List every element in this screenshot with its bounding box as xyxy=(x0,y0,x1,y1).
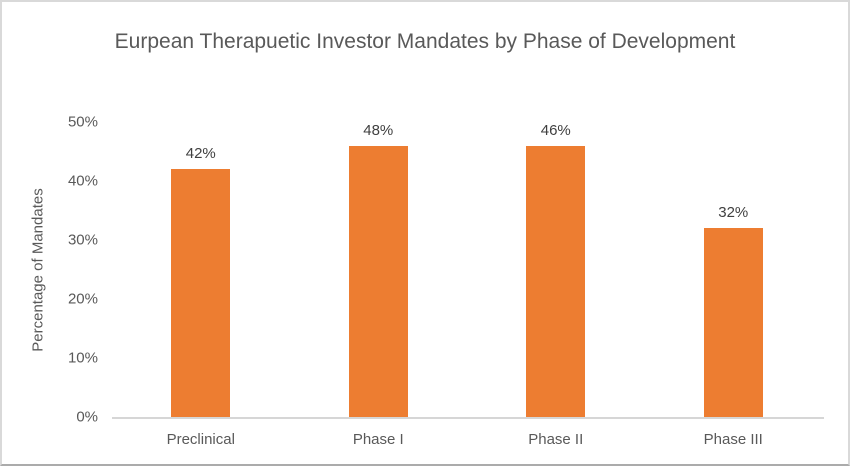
bar-phase-ii xyxy=(526,146,586,417)
bar-data-label: 48% xyxy=(363,122,394,139)
bar-slot-phase-iii: 32% xyxy=(645,122,823,417)
bar-slot-phase-i: 48% xyxy=(290,122,468,417)
bar-data-label: 46% xyxy=(540,122,571,139)
y-tick-label: 20% xyxy=(67,290,98,308)
y-tick-label: 0% xyxy=(76,408,98,426)
bar-phase-i xyxy=(348,146,408,417)
plot-area: 42% 48% 46% 32% xyxy=(112,122,822,417)
x-tick-label-preclinical: Preclinical xyxy=(166,431,235,448)
x-axis-line xyxy=(112,417,824,419)
y-tick-label: 40% xyxy=(67,172,98,190)
bar-data-label: 32% xyxy=(718,204,749,222)
bar-preclinical xyxy=(171,169,231,417)
bar-phase-iii xyxy=(703,228,763,417)
x-tick-label-phase-ii: Phase II xyxy=(528,431,584,448)
bar-slot-phase-ii: 46% xyxy=(467,122,645,417)
y-tick-label: 50% xyxy=(67,113,98,131)
y-tick-label: 10% xyxy=(67,349,98,367)
y-axis-tick-labels: 0% 10% 20% 30% 40% 50% xyxy=(2,114,98,426)
x-tick-label-phase-iii: Phase III xyxy=(703,431,763,448)
bar-data-label: 42% xyxy=(185,145,216,163)
bar-slot-preclinical: 42% xyxy=(112,122,290,417)
y-tick-label: 30% xyxy=(67,231,98,249)
x-tick-label-phase-i: Phase I xyxy=(352,431,404,448)
x-axis-tick-labels: Preclinical Phase I Phase II Phase III xyxy=(112,431,822,448)
chart-title: Eurpean Therapuetic Investor Mandates by… xyxy=(114,30,736,53)
